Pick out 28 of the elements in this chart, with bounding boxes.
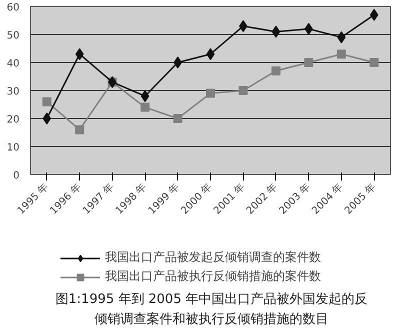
point: [75, 48, 84, 60]
point: [337, 31, 346, 44]
point: [42, 97, 52, 106]
point: [174, 56, 182, 68]
y-tick-label: 50: [6, 30, 20, 42]
point: [336, 50, 346, 59]
y-tick-label: 40: [6, 58, 20, 70]
point: [206, 88, 215, 98]
legend-label: 我国出口产品被执行反倾销措施的案件数: [105, 268, 321, 285]
y-tick-label: 60: [6, 2, 20, 14]
point: [370, 8, 378, 21]
point: [271, 66, 280, 76]
point: [304, 58, 314, 67]
point: [140, 90, 150, 102]
point: [238, 86, 248, 95]
y-tick-label: 10: [6, 142, 20, 154]
point: [206, 48, 215, 60]
point: [272, 26, 280, 38]
y-tick-label: 0: [13, 170, 20, 182]
legend-label: 我国出口产品被发起反倾销调查的案件数: [105, 249, 321, 266]
text: 图1:1995 年到 2005 年中国出口产品被外国发起的反倾销调查案件和被执行反倾销措施的数目: [55, 292, 368, 327]
point: [42, 112, 52, 124]
point: [75, 125, 84, 134]
point: [140, 102, 150, 112]
y-tick-label: 30: [6, 86, 20, 98]
y-tick-label: 20: [6, 114, 20, 126]
point: [173, 114, 182, 123]
point: [370, 58, 379, 67]
